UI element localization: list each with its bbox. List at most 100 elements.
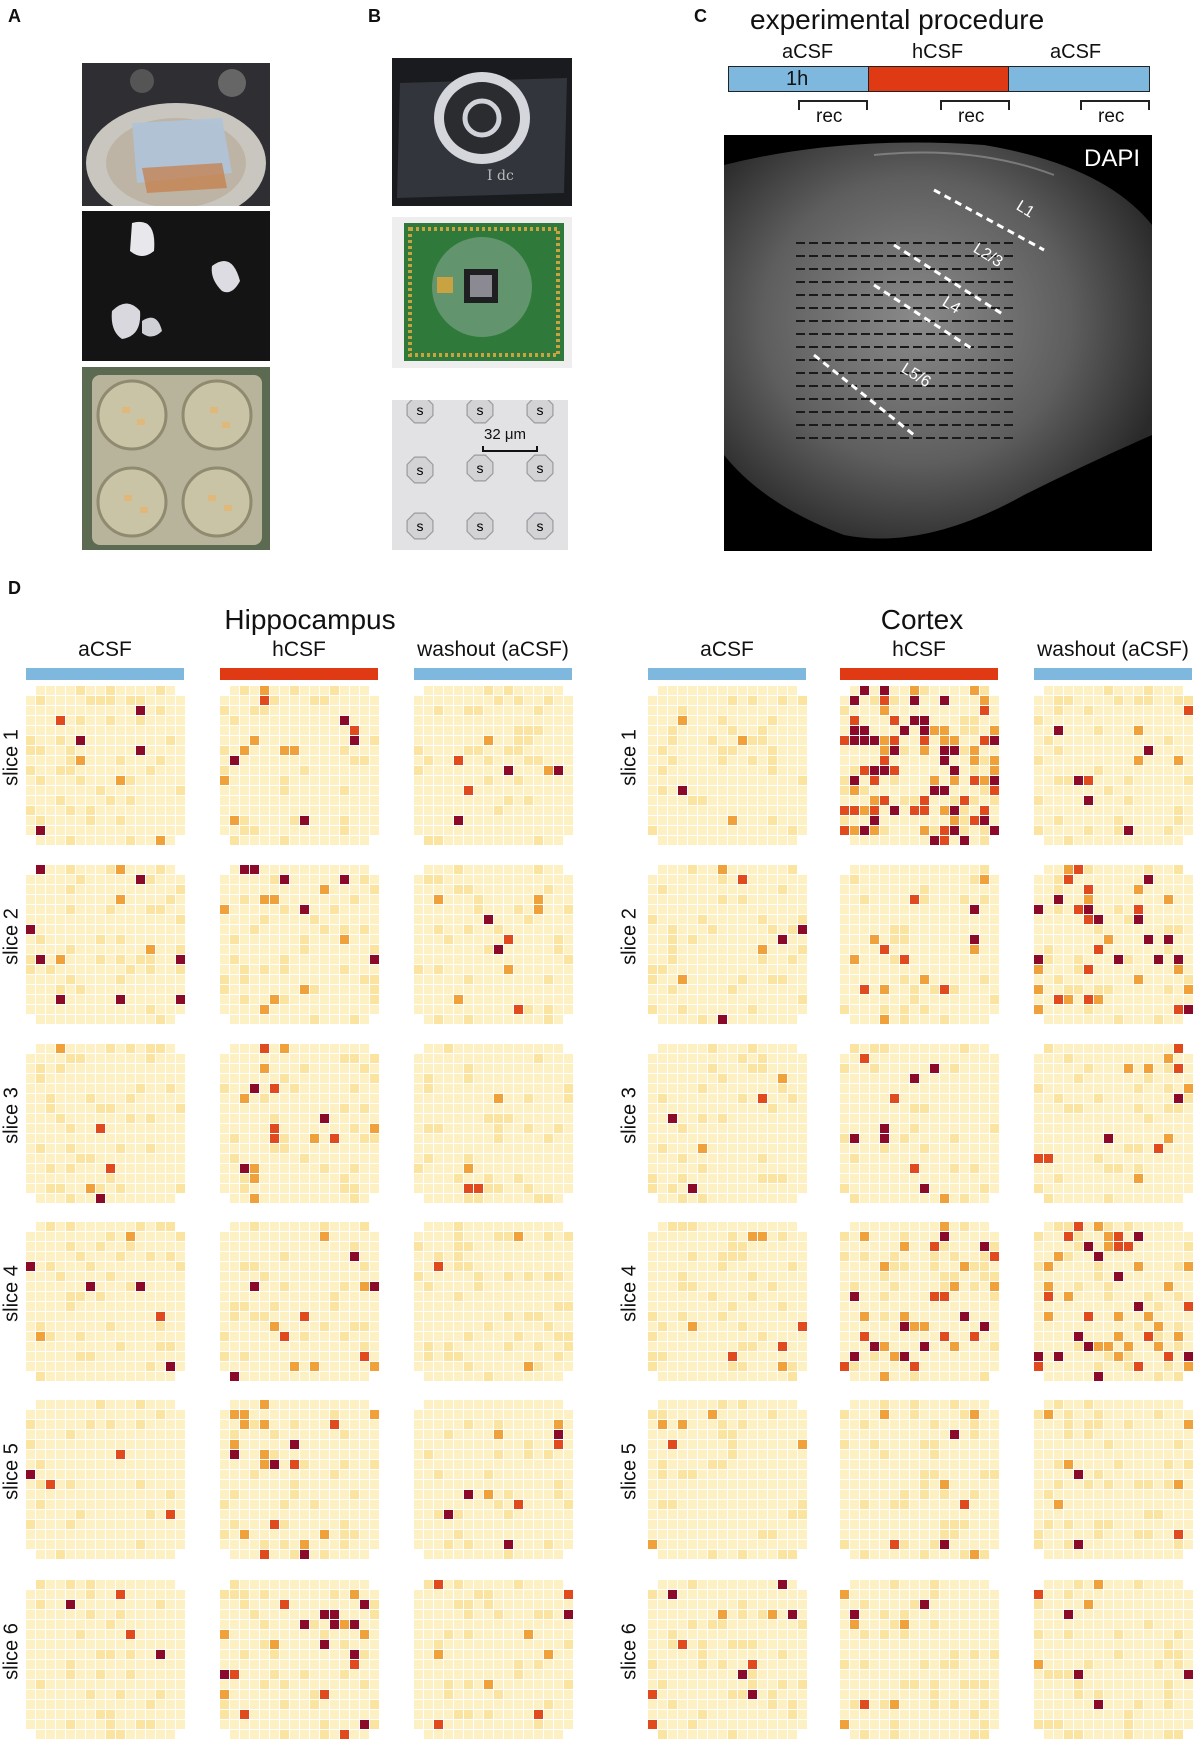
heatmap-cell: [230, 1710, 239, 1719]
heatmap-cell: [524, 816, 533, 825]
heatmap-cell: [778, 776, 787, 785]
heatmap-cell: [504, 1362, 513, 1371]
heatmap-cell: [514, 1580, 523, 1589]
heatmap-cell: [290, 945, 299, 954]
heatmap-cell: [36, 1005, 45, 1014]
heatmap-cell: [320, 776, 329, 785]
heatmap-cell: [116, 1084, 125, 1093]
heatmap-cell: [534, 1670, 543, 1679]
heatmap-cell: [758, 756, 767, 765]
heatmap-cell: [360, 826, 369, 835]
heatmap-cell: [126, 1580, 135, 1589]
heatmap-cell: [176, 1430, 185, 1439]
heatmap-cell: [524, 1450, 533, 1459]
heatmap-cell: [484, 1124, 493, 1133]
heatmap-cell: [86, 716, 95, 725]
heatmap-cell: [66, 1590, 75, 1599]
heatmap-cell: [250, 1630, 259, 1639]
heatmap-cell: [444, 1174, 453, 1183]
heatmap-cell: [106, 965, 115, 974]
heatmap-cell: [26, 1005, 35, 1014]
heatmap-cell: [66, 1312, 75, 1321]
heatmap-cell: [350, 1550, 359, 1559]
heatmap-cell: [260, 786, 269, 795]
heatmap-cell: [360, 1015, 369, 1024]
heatmap-cell: [454, 985, 463, 994]
heatmap-cell: [260, 1312, 269, 1321]
heatmap-cell: [76, 776, 85, 785]
heatmap-cell: [454, 1470, 463, 1479]
heatmap-cell: [136, 975, 145, 984]
heatmap-cell: [136, 1420, 145, 1429]
heatmap-cell: [434, 1154, 443, 1163]
heatmap-cell: [46, 1164, 55, 1173]
heatmap-cell: [240, 935, 249, 944]
heatmap-cell: [36, 955, 45, 964]
heatmap-cell: [444, 1074, 453, 1083]
heatmap-cell: [250, 1094, 259, 1103]
heatmap-cell: [290, 816, 299, 825]
heatmap-cell: [424, 1252, 433, 1261]
heatmap-cell: [66, 1262, 75, 1271]
heatmap-cell: [464, 1500, 473, 1509]
heatmap-cell: [524, 1262, 533, 1271]
heatmap-cell: [300, 1420, 309, 1429]
heatmap-cell: [504, 816, 513, 825]
heatmap-cell: [320, 1005, 329, 1014]
heatmap-cell: [106, 1650, 115, 1659]
heatmap-cell: [290, 1312, 299, 1321]
heatmap-cell: [166, 1084, 175, 1093]
heatmap-cell: [240, 1520, 249, 1529]
heatmap-cell: [534, 726, 543, 735]
heatmap-cell: [504, 1400, 513, 1409]
heatmap-cell: [220, 1074, 229, 1083]
heatmap-cell: [280, 1352, 289, 1361]
heatmap-cell: [26, 1710, 35, 1719]
heatmap-cell: [76, 1332, 85, 1341]
heatmap-cell: [454, 1540, 463, 1549]
heatmap-cell: [424, 686, 433, 695]
heatmap-cell: [220, 1282, 229, 1291]
heatmap-cell: [320, 836, 329, 845]
heatmap-cell: [360, 945, 369, 954]
heatmap-cell: [484, 1450, 493, 1459]
heatmap-cell: [320, 716, 329, 725]
heatmap-cell: [156, 895, 165, 904]
heatmap-cell: [220, 716, 229, 725]
heatmap-cell: [474, 1144, 483, 1153]
heatmap-cell: [46, 1720, 55, 1729]
heatmap-cell: [330, 1252, 339, 1261]
heatmap-cell: [46, 736, 55, 745]
heatmap-cell: [340, 1262, 349, 1271]
heatmap-cell: [370, 796, 379, 805]
heatmap-cell: [56, 1054, 65, 1063]
heatmap-cell: [26, 915, 35, 924]
heatmap-cell: [474, 1262, 483, 1271]
heatmap-cell: [554, 746, 563, 755]
heatmap-cell: [166, 1302, 175, 1311]
panel-label-a: A: [8, 6, 21, 27]
heatmap-cell: [260, 1164, 269, 1173]
heatmap-cell: [454, 1362, 463, 1371]
heatmap-cell: [454, 995, 463, 1004]
heatmap-cell: [524, 1054, 533, 1063]
heatmap-cell: [290, 1400, 299, 1409]
heatmap-cell: [350, 1600, 359, 1609]
heatmap-cell: [66, 1650, 75, 1659]
heatmap-cell: [36, 1044, 45, 1053]
heatmap-cell: [260, 1600, 269, 1609]
heatmap-cell: [56, 1600, 65, 1609]
heatmap-cell: [240, 1730, 249, 1739]
heatmap-cell: [36, 826, 45, 835]
heatmap-cell: [300, 1540, 309, 1549]
heatmap-cell: [424, 806, 433, 815]
heatmap-cell: [424, 1164, 433, 1173]
heatmap-cell: [26, 1700, 35, 1709]
heatmap-cell: [310, 1600, 319, 1609]
heatmap-cell: [146, 985, 155, 994]
heatmap-cell: [370, 1292, 379, 1301]
heatmap-cell: [310, 1282, 319, 1291]
heatmap-cell: [350, 1510, 359, 1519]
heatmap-cell: [220, 1312, 229, 1321]
heatmap-cell: [136, 1730, 145, 1739]
